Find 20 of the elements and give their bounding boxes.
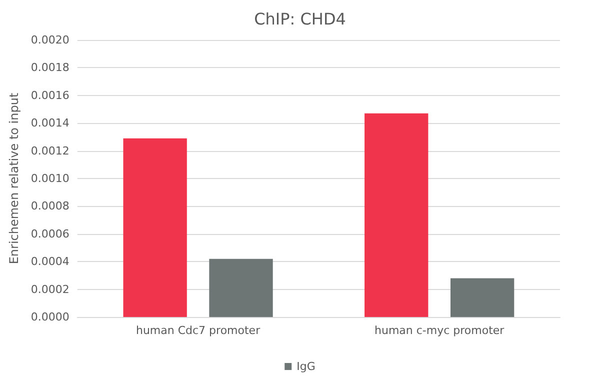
x-tick-label: human Cdc7 promoter — [136, 324, 261, 337]
y-tick-label: 0.0014 — [30, 116, 70, 130]
y-tick-label: 0.0002 — [30, 282, 70, 296]
y-tick-label: 0.0016 — [30, 88, 70, 102]
bar — [364, 113, 428, 317]
y-tick-label: 0.0010 — [30, 172, 70, 185]
y-axis-title: Enrichemen relative to input — [7, 92, 21, 264]
y-tick-label: 0.0018 — [30, 61, 70, 74]
legend-label: IgG — [296, 360, 316, 373]
y-tick-label: 0.0004 — [30, 255, 70, 268]
y-tick-label: 0.0020 — [30, 34, 70, 46]
bar — [450, 278, 514, 317]
y-tick-label: 0.0012 — [30, 144, 70, 158]
chart-title: ChIP: CHD4 — [254, 10, 346, 28]
y-tick-label: 0.0000 — [30, 310, 70, 324]
x-tick-label: human c-myc promoter — [374, 324, 505, 337]
y-tick-label: 0.0008 — [30, 200, 70, 213]
y-tick-label: 0.0006 — [30, 227, 70, 240]
bar — [123, 138, 187, 317]
bar — [209, 258, 273, 317]
